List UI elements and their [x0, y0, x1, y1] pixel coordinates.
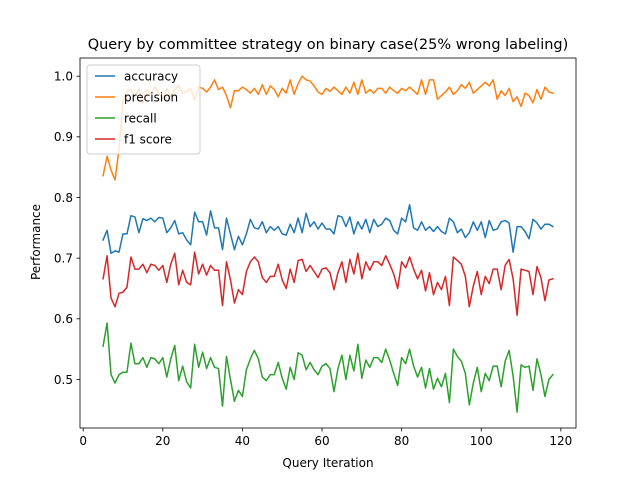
y-axis-title: Performance — [29, 204, 43, 280]
y-tick-label: 0.7 — [54, 251, 73, 265]
y-tick-label: 0.6 — [54, 312, 73, 326]
x-tick-label: 20 — [155, 434, 170, 448]
series-line-f1-score — [102, 251, 554, 316]
axes: 0 20 40 60 80 100 120 0.5 0.6 0.7 0.8 0.9 1.0 — [54, 57, 577, 448]
x-axis-title: Query Iteration — [282, 456, 373, 470]
chart-title: Query by committee strategy on binary ca… — [88, 37, 569, 53]
legend-box — [86, 64, 201, 155]
legend-label: recall — [124, 111, 157, 125]
y-tick-label: 0.8 — [54, 191, 73, 205]
x-tick-label: 40 — [235, 434, 250, 448]
axes-frame — [79, 57, 577, 429]
y-tick-label: 1.0 — [54, 69, 73, 83]
y-tick-label: 0.9 — [54, 130, 73, 144]
legend-label: f1 score — [124, 132, 172, 146]
series-line-accuracy — [102, 204, 554, 255]
series-line-recall — [102, 322, 554, 413]
x-tick-label: 120 — [549, 434, 572, 448]
x-tick-label: 100 — [470, 434, 493, 448]
y-tick-label: 0.5 — [54, 373, 73, 387]
x-tick-label: 0 — [79, 434, 87, 448]
legend: accuracy precision recall f1 score — [86, 64, 201, 155]
x-tick-label: 80 — [394, 434, 409, 448]
x-tick-label: 60 — [314, 434, 329, 448]
legend-label: precision — [124, 90, 178, 104]
legend-label: accuracy — [124, 69, 178, 83]
